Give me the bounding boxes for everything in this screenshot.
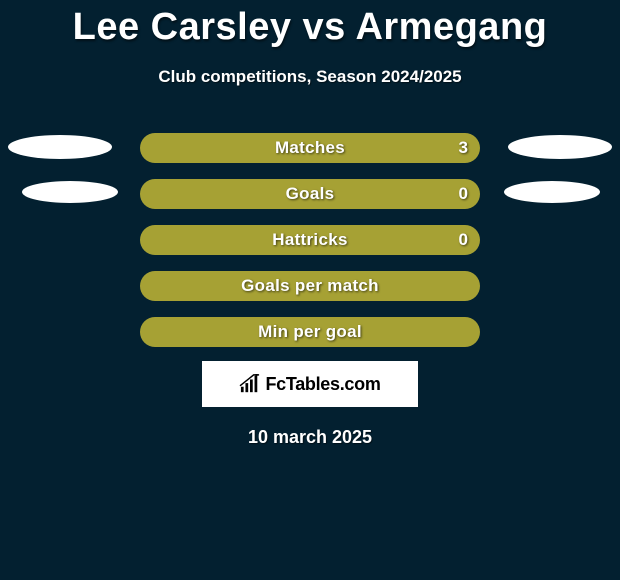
stat-label: Goals <box>286 184 335 204</box>
brand-chart-icon <box>239 374 261 394</box>
page-subtitle: Club competitions, Season 2024/2025 <box>0 67 620 87</box>
page-title: Lee Carsley vs Armegang <box>0 0 620 49</box>
brand-name: FcTables.com <box>265 374 380 395</box>
stat-label: Matches <box>275 138 345 158</box>
stat-value: 0 <box>459 230 468 250</box>
stat-value: 3 <box>459 138 468 158</box>
stat-bar-hattricks: Hattricks 0 <box>140 225 480 255</box>
stat-bar-matches: Matches 3 <box>140 133 480 163</box>
brand-badge: FcTables.com <box>202 361 418 407</box>
stat-label: Goals per match <box>241 276 379 296</box>
stat-label: Hattricks <box>272 230 347 250</box>
stat-label: Min per goal <box>258 322 362 342</box>
stat-row: Hattricks 0 <box>0 217 620 263</box>
player-left-marker <box>8 135 112 159</box>
player-left-marker <box>22 181 118 203</box>
stat-row: Matches 3 <box>0 125 620 171</box>
player-right-marker <box>504 181 600 203</box>
stat-bar-goals-per-match: Goals per match <box>140 271 480 301</box>
stat-bar-min-per-goal: Min per goal <box>140 317 480 347</box>
stat-bar-goals: Goals 0 <box>140 179 480 209</box>
stat-row: Min per goal <box>0 309 620 355</box>
stat-value: 0 <box>459 184 468 204</box>
comparison-rows: Matches 3 Goals 0 Hattricks 0 Goals per … <box>0 125 620 355</box>
stat-row: Goals 0 <box>0 171 620 217</box>
footer-date: 10 march 2025 <box>0 427 620 448</box>
stat-row: Goals per match <box>0 263 620 309</box>
player-right-marker <box>508 135 612 159</box>
